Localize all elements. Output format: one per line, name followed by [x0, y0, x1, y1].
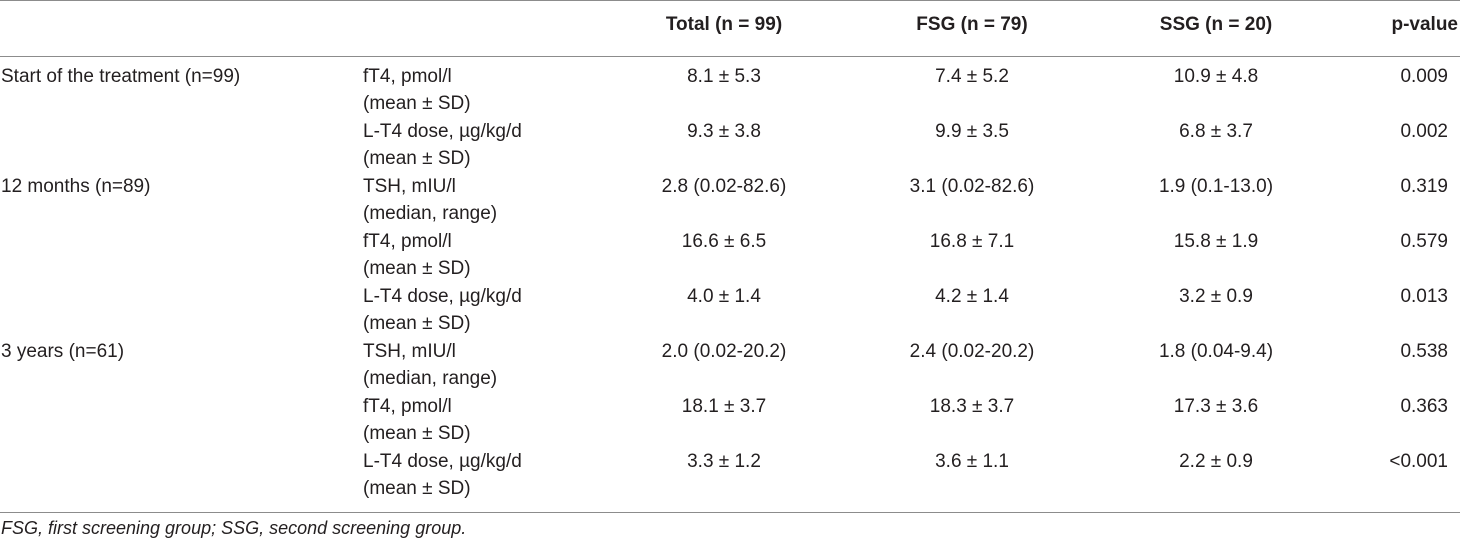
cell-fsg: 16.8 ± 7.1 [929, 231, 1015, 252]
cell-ssg: 1.8 (0.04-9.4) [1158, 341, 1274, 362]
cell-p-value: 0.579 [1400, 231, 1448, 252]
row-group-label: 12 months (n=89) [1, 176, 151, 197]
header-p-value: p-value [1391, 14, 1458, 35]
cell-ssg: 1.9 (0.1-13.0) [1158, 176, 1274, 197]
cell-p-value: <0.001 [1389, 451, 1448, 472]
row-parameter: fT4, pmol/l [363, 396, 452, 417]
row-parameter: fT4, pmol/l [363, 231, 452, 252]
row-parameter-stat: (mean ± SD) [363, 148, 471, 169]
row-parameter-stat: (mean ± SD) [363, 423, 471, 444]
cell-fsg: 18.3 ± 3.7 [929, 396, 1015, 417]
top-rule [0, 0, 1460, 1]
cell-total: 3.3 ± 1.2 [687, 451, 761, 472]
header-ssg: SSG (n = 20) [1159, 14, 1273, 35]
row-parameter: TSH, mIU/l [363, 341, 456, 362]
row-parameter: L-T4 dose, µg/kg/d [363, 451, 522, 472]
cell-p-value: 0.319 [1400, 176, 1448, 197]
cell-ssg: 15.8 ± 1.9 [1173, 231, 1259, 252]
cell-total: 4.0 ± 1.4 [687, 286, 761, 307]
cell-fsg: 9.9 ± 3.5 [935, 121, 1009, 142]
row-parameter-stat: (mean ± SD) [363, 93, 471, 114]
cell-ssg: 10.9 ± 4.8 [1173, 66, 1259, 87]
header-rule [0, 56, 1460, 57]
row-group-label: Start of the treatment (n=99) [1, 66, 241, 87]
row-parameter-stat: (mean ± SD) [363, 258, 471, 279]
cell-total: 18.1 ± 3.7 [681, 396, 767, 417]
cell-p-value: 0.538 [1400, 341, 1448, 362]
row-group-label: 3 years (n=61) [1, 341, 125, 362]
row-parameter: L-T4 dose, µg/kg/d [363, 121, 522, 142]
row-parameter: fT4, pmol/l [363, 66, 452, 87]
row-parameter: TSH, mIU/l [363, 176, 456, 197]
cell-total: 8.1 ± 5.3 [687, 66, 761, 87]
header-total: Total (n = 99) [665, 14, 783, 35]
row-parameter-stat: (median, range) [363, 368, 498, 389]
row-parameter-stat: (median, range) [363, 203, 498, 224]
cell-p-value: 0.363 [1400, 396, 1448, 417]
cell-ssg: 3.2 ± 0.9 [1179, 286, 1253, 307]
table-footnote: FSG, first screening group; SSG, second … [1, 518, 467, 538]
header-fsg: FSG (n = 79) [916, 14, 1028, 35]
cell-fsg: 3.1 (0.02-82.6) [909, 176, 1035, 197]
cell-ssg: 2.2 ± 0.9 [1179, 451, 1253, 472]
cell-fsg: 4.2 ± 1.4 [935, 286, 1009, 307]
row-parameter-stat: (mean ± SD) [363, 478, 471, 499]
cell-ssg: 17.3 ± 3.6 [1173, 396, 1259, 417]
row-parameter-stat: (mean ± SD) [363, 313, 471, 334]
cell-p-value: 0.009 [1400, 66, 1448, 87]
bottom-rule [0, 512, 1460, 513]
cell-p-value: 0.013 [1400, 286, 1448, 307]
cell-fsg: 2.4 (0.02-20.2) [909, 341, 1035, 362]
cell-total: 2.8 (0.02-82.6) [661, 176, 787, 197]
cell-fsg: 7.4 ± 5.2 [935, 66, 1009, 87]
cell-fsg: 3.6 ± 1.1 [935, 451, 1009, 472]
cell-total: 2.0 (0.02-20.2) [661, 341, 787, 362]
cell-total: 9.3 ± 3.8 [687, 121, 761, 142]
cell-total: 16.6 ± 6.5 [681, 231, 767, 252]
cell-p-value: 0.002 [1400, 121, 1448, 142]
cell-ssg: 6.8 ± 3.7 [1179, 121, 1253, 142]
row-parameter: L-T4 dose, µg/kg/d [363, 286, 522, 307]
